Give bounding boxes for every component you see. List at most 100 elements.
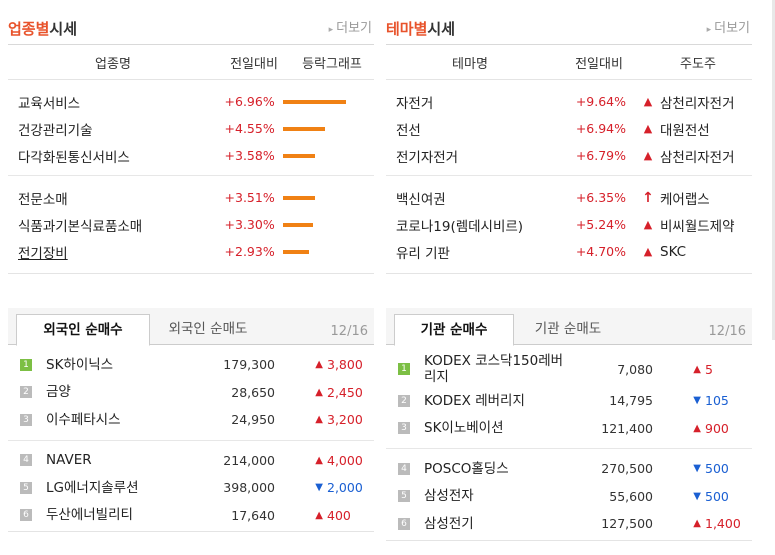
up-triangle-icon: ▲: [643, 149, 653, 162]
theme-change: +9.64%: [575, 94, 626, 109]
sector-name[interactable]: 다각화된통신서비스: [18, 149, 130, 166]
rank-badge: 1: [398, 363, 410, 375]
theme-leader[interactable]: 비씨월드제약: [660, 218, 735, 235]
ranking-row[interactable]: 3 이수페타시스 24,950 ▲ 3,200: [8, 406, 374, 434]
sector-row[interactable]: 식품과기본식료품소매 +3.30%: [8, 211, 374, 238]
change-bar: [282, 222, 313, 227]
ranking-row[interactable]: 4 POSCO홀딩스 270,500 ▼ 500: [386, 455, 752, 483]
tab-foreign-net-sell[interactable]: 외국인 순매도: [168, 321, 248, 337]
tab-foreign-net-buy[interactable]: 외국인 순매수: [16, 314, 150, 346]
theme-name[interactable]: 백신여권: [396, 191, 446, 208]
ranking-row[interactable]: 6 두산에너빌리티 17,640 ▲ 400: [8, 502, 374, 530]
sector-name[interactable]: 전기장비: [18, 245, 68, 262]
theme-name[interactable]: 자전거: [396, 95, 434, 112]
sector-graph: [275, 249, 374, 254]
theme-name[interactable]: 전선: [396, 122, 421, 139]
rank-badge: 4: [398, 462, 410, 475]
sector-row[interactable]: 다각화된통신서비스 +3.58%: [8, 142, 374, 169]
sector-name[interactable]: 전문소매: [18, 191, 68, 208]
rank-group-1: 1 KODEX 코스닥150레버리지 7,080 ▲ 5 2 KODEX 레버리지 14,79…: [386, 351, 752, 442]
stock-name[interactable]: KODEX 레버리지: [424, 392, 525, 409]
up-triangle-icon: ▲: [643, 95, 653, 108]
sector-rows-group-1: 교육서비스 +6.96% 건강관리기술 +4.55% 다각화된통신서비스 +3.58%: [8, 80, 374, 169]
theme-row[interactable]: 자전거 +9.64% ▲ 삼천리자전거: [386, 88, 752, 115]
theme-leader[interactable]: 케어랩스: [660, 191, 710, 208]
institution-list: 1 KODEX 코스닥150레버리지 7,080 ▲ 5 2 KODEX 레버리지 14,79…: [386, 345, 752, 541]
ranking-row[interactable]: 1 SK하이닉스 179,300 ▲ 3,800: [8, 351, 374, 379]
sector-row[interactable]: 전문소매 +3.51%: [8, 184, 374, 211]
theme-leader[interactable]: 대원전선: [660, 122, 710, 139]
sector-table-header: 업종명 전일대비 등락그래프: [8, 44, 374, 80]
sector-title: 업종별시세 ▸ 더보기: [8, 14, 374, 44]
stock-change: 105: [705, 393, 729, 409]
tab-institution-net-buy[interactable]: 기관 순매수: [394, 314, 514, 346]
theme-row[interactable]: 백신여권 +6.35% ↑ 케어랩스: [386, 184, 752, 211]
stock-name[interactable]: POSCO홀딩스: [424, 460, 509, 477]
up-triangle-icon: ▲: [315, 414, 323, 426]
stock-name[interactable]: NAVER: [46, 452, 92, 469]
up-triangle-icon: ▲: [693, 422, 701, 434]
up-triangle-icon: ▲: [315, 386, 323, 398]
scrollbar[interactable]: [772, 0, 775, 340]
ranking-row[interactable]: 3 SK이노베이션 121,400 ▲ 900: [386, 415, 752, 443]
sector-name[interactable]: 건강관리기술: [18, 122, 93, 139]
rank-badge: 4: [20, 454, 32, 467]
theme-row[interactable]: 코로나19(렘데시비르) +5.24% ▲ 비씨월드제약: [386, 211, 752, 238]
sector-row[interactable]: 교육서비스 +6.96%: [8, 88, 374, 115]
down-triangle-icon: ▼: [693, 395, 701, 407]
theme-row[interactable]: 유리 기판 +4.70% ▲ SKC: [386, 238, 752, 265]
change-bar: [282, 99, 346, 104]
sector-name[interactable]: 식품과기본식료품소매: [18, 218, 143, 235]
rank-badge: 6: [20, 509, 32, 522]
up-triangle-icon: ▲: [693, 363, 701, 375]
rank-badge: 2: [20, 386, 32, 399]
stock-name[interactable]: 금양: [46, 384, 71, 401]
foreign-list: 1 SK하이닉스 179,300 ▲ 3,800 2 금양 28,650 ▲ 2,450 3 이수페타…: [8, 345, 374, 532]
ranking-row[interactable]: 2 금양 28,650 ▲ 2,450: [8, 379, 374, 407]
theme-name[interactable]: 유리 기판: [396, 245, 450, 262]
theme-name[interactable]: 코로나19(렘데시비르): [396, 218, 524, 235]
stock-change: 3,200: [327, 412, 363, 428]
ranking-row[interactable]: 6 삼성전기 127,500 ▲ 1,400: [386, 510, 752, 538]
stock-name[interactable]: SK이노베이션: [424, 420, 504, 437]
sector-graph: [275, 126, 374, 131]
tab-institution-net-sell[interactable]: 기관 순매도: [534, 321, 602, 337]
theme-row[interactable]: 전기자전거 +6.79% ▲ 삼천리자전거: [386, 142, 752, 169]
stock-name[interactable]: KODEX 코스닥150레버리지: [424, 353, 564, 385]
sector-change: +3.51%: [224, 190, 275, 205]
theme-change: +6.94%: [575, 121, 626, 136]
theme-leader[interactable]: 삼천리자전거: [660, 149, 735, 166]
sector-row[interactable]: 건강관리기술 +4.55%: [8, 115, 374, 142]
theme-leader[interactable]: 삼천리자전거: [660, 95, 735, 112]
theme-name[interactable]: 전기자전거: [396, 149, 459, 166]
ranking-row[interactable]: 4 NAVER 214,000 ▲ 4,000: [8, 447, 374, 475]
ranking-row[interactable]: 5 LG에너지솔루션 398,000 ▼ 2,000: [8, 474, 374, 502]
stock-name[interactable]: 삼성전기: [424, 515, 474, 532]
theme-row[interactable]: 전선 +6.94% ▲ 대원전선: [386, 115, 752, 142]
stock-name[interactable]: LG에너지솔루션: [46, 479, 139, 496]
theme-change: +6.35%: [575, 190, 626, 205]
stock-name[interactable]: 이수페타시스: [46, 411, 121, 428]
more-arrow-icon: ▸: [328, 25, 334, 35]
theme-leader[interactable]: SKC: [660, 243, 687, 260]
stock-price: 121,400: [601, 420, 653, 436]
stock-name[interactable]: SK하이닉스: [46, 356, 114, 373]
rank-badge: 6: [398, 517, 410, 530]
sector-row[interactable]: 전기장비 +2.93%: [8, 238, 374, 265]
stock-change: 400: [327, 507, 351, 523]
ranking-row[interactable]: 2 KODEX 레버리지 14,795 ▼ 105: [386, 387, 752, 415]
theme-title: 테마별시세 ▸ 더보기: [386, 14, 752, 44]
sector-more-link[interactable]: ▸ 더보기: [328, 21, 372, 36]
foreign-panel: 외국인 순매수 외국인 순매도 12/16 1 SK하이닉스 179,300 ▲ 3,8…: [8, 308, 374, 532]
sector-change: +3.30%: [224, 217, 275, 232]
rank-badge: 3: [20, 413, 32, 426]
stock-name[interactable]: 삼성전자: [424, 488, 474, 505]
rank-badge: 3: [398, 422, 410, 435]
theme-more-link[interactable]: ▸ 더보기: [706, 21, 750, 36]
stock-change: 3,800: [327, 357, 363, 373]
stock-name[interactable]: 두산에너빌리티: [46, 507, 133, 524]
sector-name[interactable]: 교육서비스: [18, 95, 81, 112]
ranking-row[interactable]: 1 KODEX 코스닥150레버리지 7,080 ▲ 5: [386, 351, 752, 387]
institution-date: 12/16: [708, 324, 746, 339]
ranking-row[interactable]: 5 삼성전자 55,600 ▼ 500: [386, 483, 752, 511]
